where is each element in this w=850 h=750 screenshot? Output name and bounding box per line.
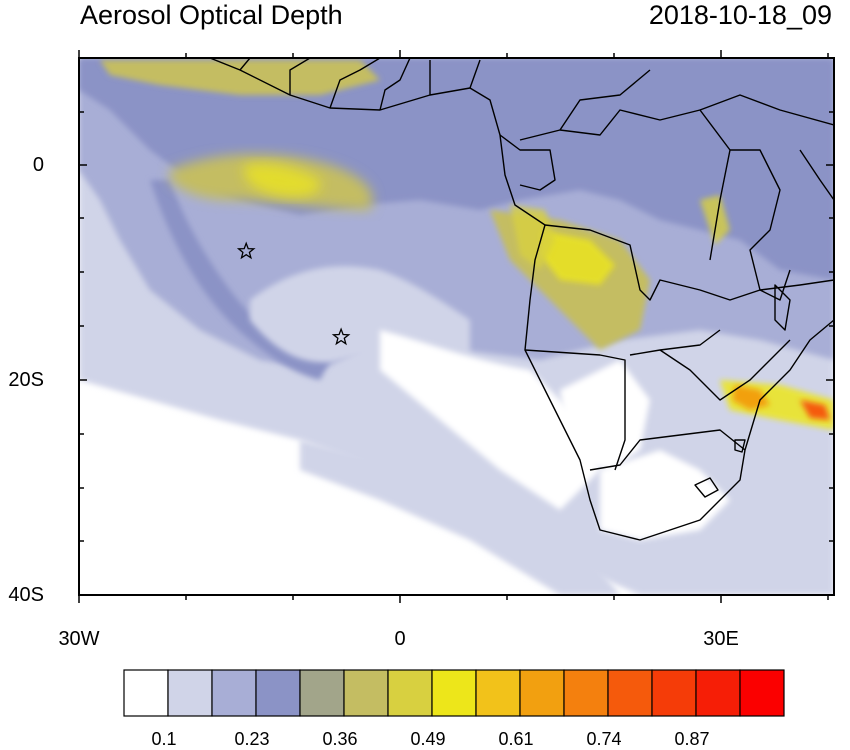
south-africa-border (589, 429, 746, 471)
colorbar-swatch (519, 669, 565, 717)
namibia-border (524, 349, 626, 471)
clean-ocean-wedge (380, 330, 600, 510)
star-marker-1 (236, 241, 256, 260)
colorbar-label: 0.23 (234, 729, 270, 749)
land-low-aod-southafrica (600, 450, 730, 540)
x-tick-label-30e: 30E (703, 628, 739, 650)
clean-ocean-gap (250, 266, 470, 363)
colorbar-swatch (695, 669, 741, 717)
colorbar-swatch (563, 669, 609, 717)
y-tick-label-0: 0 (32, 154, 44, 176)
hotspot-ocean-band-core (244, 163, 321, 197)
land-low-aod-namibia (560, 360, 650, 470)
colorbar-swatch (167, 669, 213, 717)
colorbar-swatch (255, 669, 301, 717)
colorbar-swatch (387, 669, 433, 717)
hotspot-angola-core (540, 230, 615, 285)
botswana-zimbabwe-border (659, 339, 791, 401)
colorbar-swatch (211, 669, 257, 717)
lake-kariba (734, 439, 746, 453)
colorbar (123, 669, 785, 717)
colorbar-label: 0.49 (410, 729, 446, 749)
x-tick-label-30w: 30W (58, 628, 100, 650)
x-tick-label-0: 0 (394, 628, 406, 650)
hotspot-mozambique-red (800, 400, 830, 420)
map-title: Aerosol Optical Depth (80, 0, 343, 30)
africa-east-coast (744, 319, 834, 451)
central-africa-borders (429, 59, 834, 131)
colorbar-swatch (299, 669, 345, 717)
colorbar-swatch (475, 669, 521, 717)
east-africa-lakes (730, 149, 791, 301)
country-borders (209, 58, 834, 541)
plume-dark-region (79, 58, 834, 280)
tanzania-coast (799, 149, 834, 201)
colorbar-swatch (431, 669, 477, 717)
colorbar-label: 0.36 (322, 729, 358, 749)
hotspot-east-africa (700, 195, 730, 245)
star-marker-2 (331, 327, 351, 346)
drc-border (519, 109, 731, 261)
angola-zambia-border (544, 224, 834, 301)
map-timestamp: 2018-10-18_09 (648, 0, 832, 30)
hotspot-gulf-guinea (100, 60, 380, 95)
colorbar-swatch (343, 669, 389, 717)
y-tick-label-40s: 40S (8, 584, 44, 606)
colorbar-swatch (123, 669, 169, 717)
malawi-outline (774, 284, 791, 331)
west-africa-borders (239, 58, 411, 111)
namibia-angola-border (629, 329, 721, 356)
axis-ticks (78, 50, 834, 603)
colorbar-label: 0.87 (674, 729, 710, 749)
lesotho-outline (694, 477, 719, 498)
hotspot-congo-coast (510, 205, 555, 270)
colorbar-label: 0.74 (586, 729, 622, 749)
colorbar-swatch (651, 669, 697, 717)
aod-field (79, 58, 834, 595)
plume-light-streak (300, 440, 620, 595)
hotspot-mozambique-core (732, 385, 770, 410)
gulf-coast-detail (499, 134, 556, 191)
colorbar-swatch (607, 669, 653, 717)
star-markers (236, 241, 351, 346)
colorbar-label: 0.61 (498, 729, 534, 749)
colorbar-label: 0.1 (151, 729, 177, 749)
colorbar-swatch (739, 669, 785, 717)
y-tick-label-20s: 20S (8, 369, 44, 391)
